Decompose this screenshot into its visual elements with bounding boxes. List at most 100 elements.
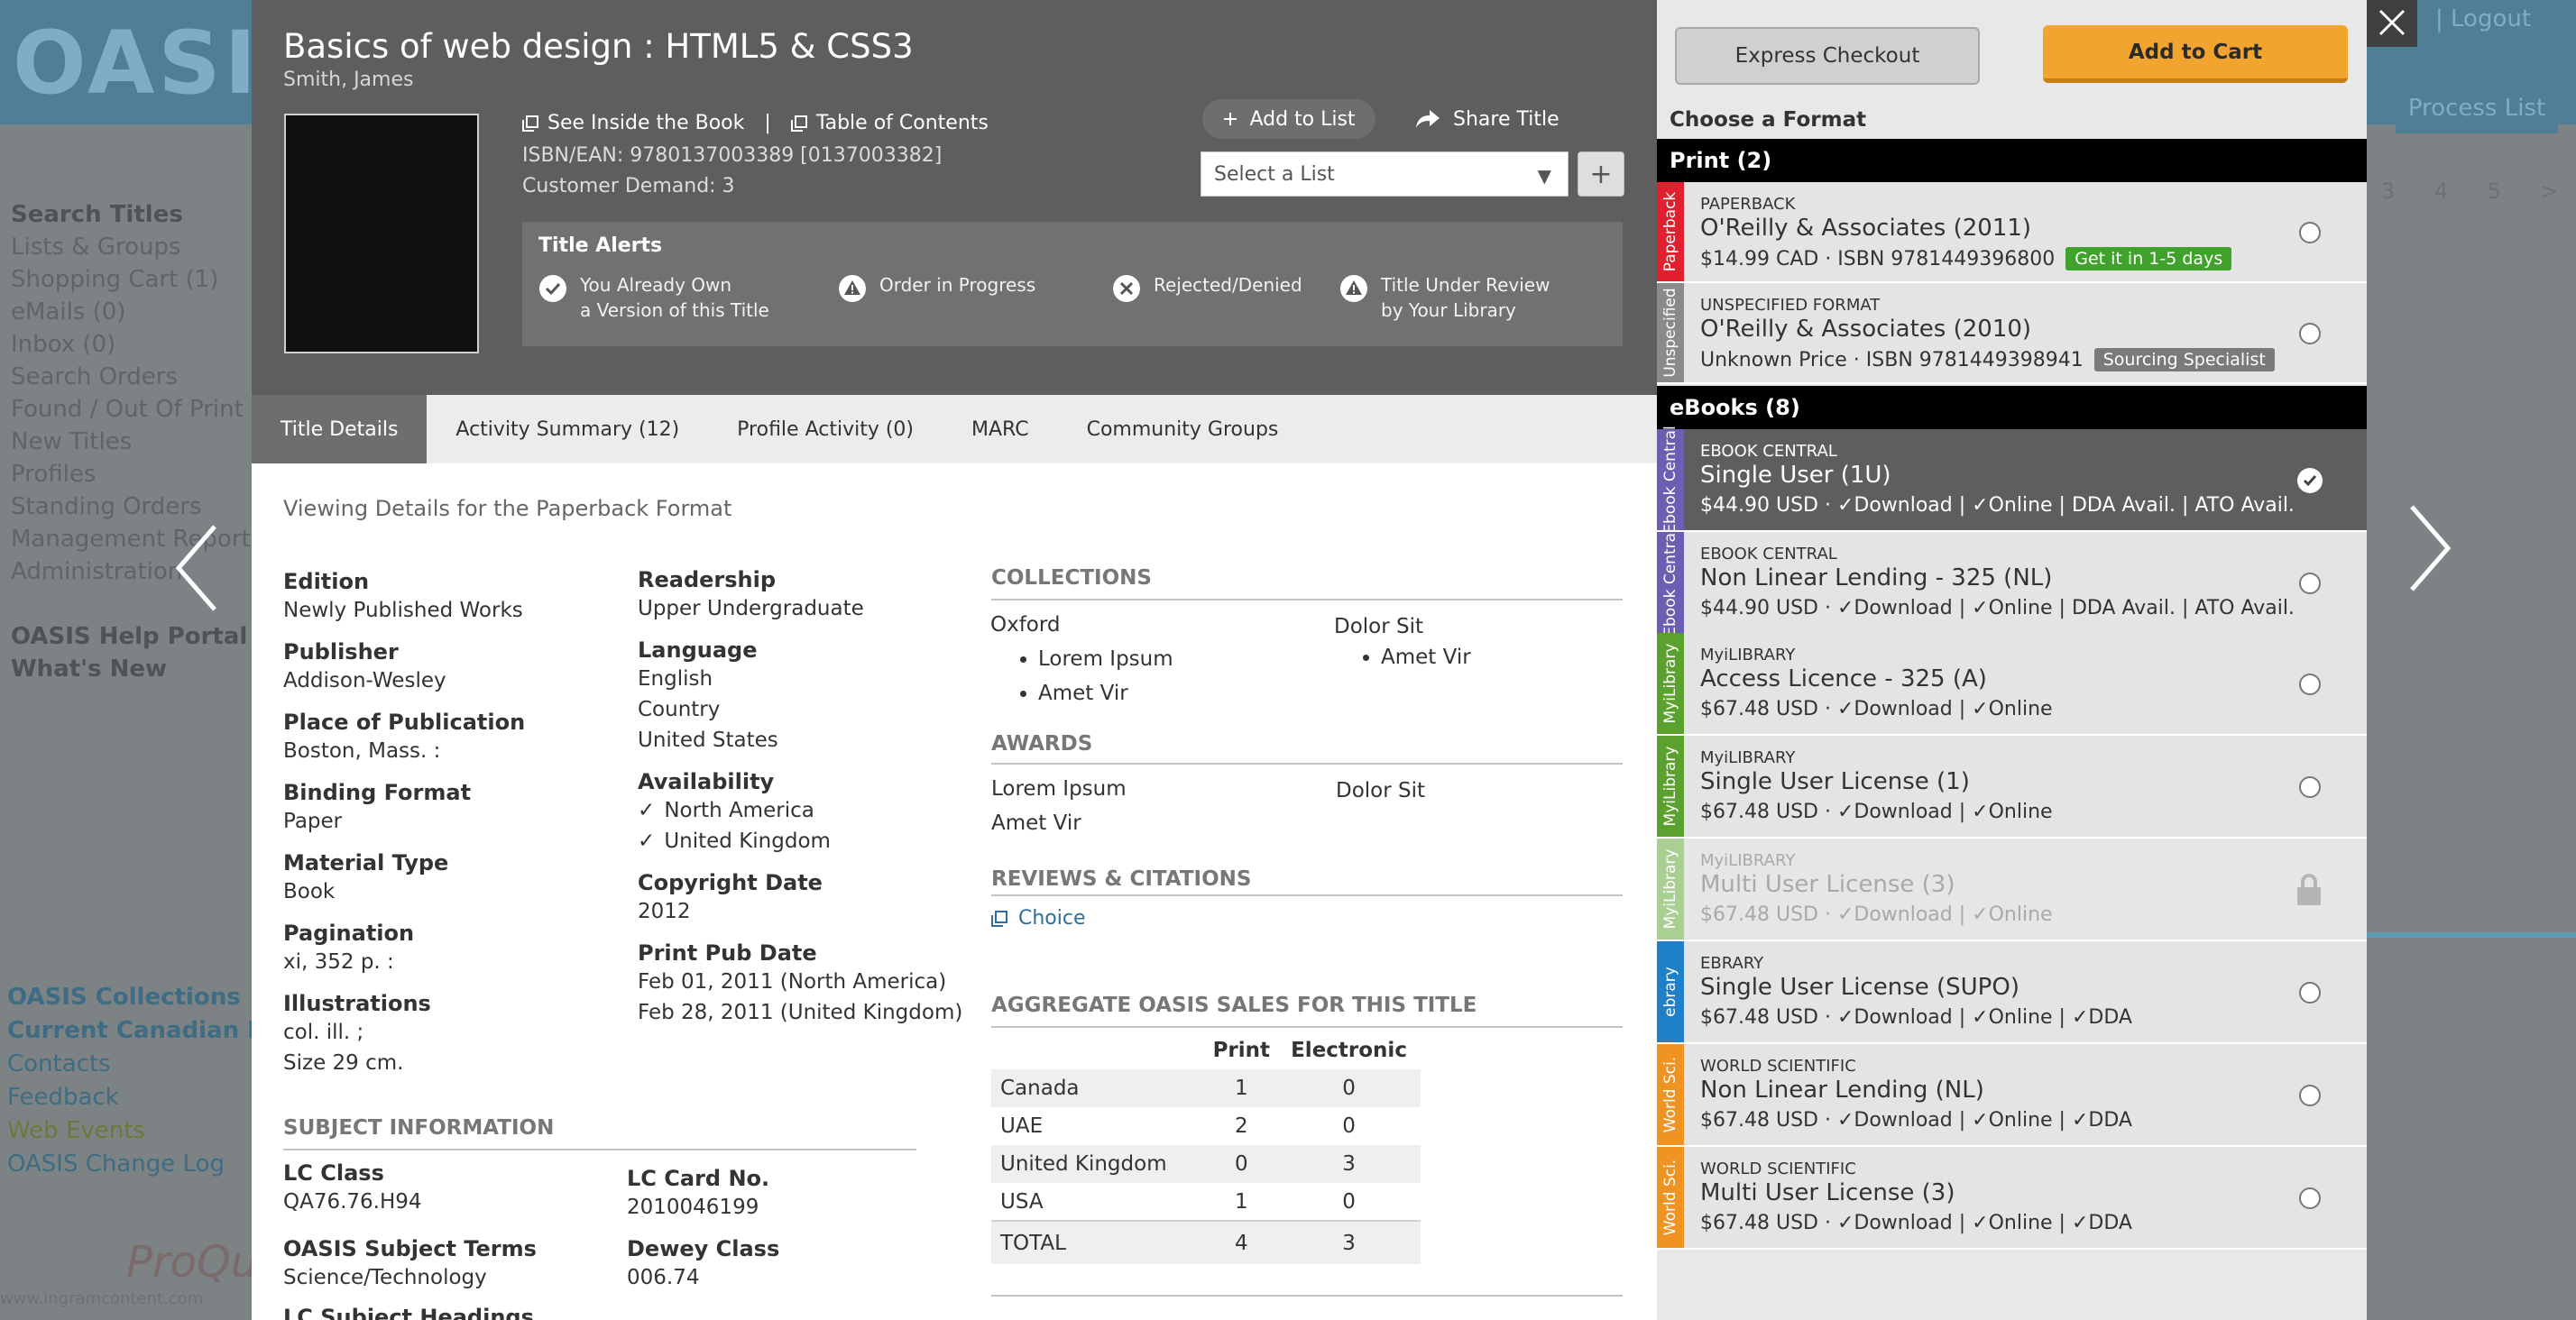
field-label: Print Pub Date xyxy=(638,940,817,966)
format-band-label: Ebook Central xyxy=(1661,528,1679,637)
alert-under-review: Title Under Review by Your Library xyxy=(1339,272,1550,323)
format-row[interactable]: MyiLibrary MyiLIBRARY Access Licence - 325… xyxy=(1657,633,2367,736)
close-modal-button[interactable] xyxy=(2367,0,2417,47)
selected-check-icon[interactable] xyxy=(2297,468,2323,493)
share-title-button[interactable]: Share Title xyxy=(1415,99,1559,139)
field-label: Dewey Class xyxy=(627,1236,780,1261)
x-circle-icon xyxy=(1113,275,1140,302)
choice-review-link[interactable]: Choice xyxy=(991,907,1086,930)
award-item: Lorem Ipsum xyxy=(991,777,1127,801)
cell-print: 1 xyxy=(1234,1189,1248,1214)
external-window-icon xyxy=(790,115,807,132)
alert-line: You Already Own xyxy=(580,274,732,296)
warning-triangle-icon xyxy=(839,275,866,302)
title-header: Basics of web design : HTML5 & CSS3 Smit… xyxy=(252,0,1657,395)
add-to-cart-button[interactable]: Add to Cart xyxy=(2043,25,2348,83)
format-row[interactable]: MyiLibrary MyiLIBRARY Single User License … xyxy=(1657,736,2367,839)
customer-demand: Customer Demand: 3 xyxy=(522,175,735,197)
field-label: LC Subject Headings xyxy=(283,1305,534,1320)
collection-title: Oxford xyxy=(990,613,1061,637)
format-price-row: $67.48 USD · ✓Download | ✓Online | ✓DDA xyxy=(1700,1212,2132,1234)
link-separator: | xyxy=(764,112,771,134)
title-alerts-panel: Title Alerts You Already Own a Version of… xyxy=(522,222,1623,346)
tab-community-groups[interactable]: Community Groups xyxy=(1086,417,1279,441)
tab-profile-activity[interactable]: Profile Activity (0) xyxy=(737,417,915,441)
format-radio[interactable] xyxy=(2299,222,2321,243)
express-checkout-button[interactable]: Express Checkout xyxy=(1675,27,1980,85)
tab-title-details[interactable]: Title Details xyxy=(252,395,428,463)
cell-print: 4 xyxy=(1205,1220,1278,1264)
format-row[interactable]: Ebook Central EBOOK CENTRAL Non Linear Len… xyxy=(1657,528,2367,637)
previous-title-arrow[interactable] xyxy=(173,523,227,613)
alert-line: a Version of this Title xyxy=(580,299,769,321)
bg-nav-item: Profiles xyxy=(11,461,97,488)
column-header: Electronic xyxy=(1291,1039,1407,1062)
table-of-contents-link[interactable]: Table of Contents xyxy=(790,112,989,134)
format-row[interactable]: Unspecified UNSPECIFIED FORMAT O'Reilly & … xyxy=(1657,283,2367,384)
next-title-arrow[interactable] xyxy=(2401,503,2455,593)
bg-footer-link: Contacts xyxy=(7,1050,111,1077)
format-price: $67.48 USD · ✓Download | ✓Online | ✓DDA xyxy=(1700,1109,2132,1132)
section-divider xyxy=(991,894,1623,896)
awards-heading: AWARDS xyxy=(991,732,1093,756)
format-row[interactable]: World Sci. WORLD SCIENTIFIC Non Linear Len… xyxy=(1657,1044,2367,1147)
field-label: Edition xyxy=(283,569,370,594)
format-row[interactable]: Paperback PAPERBACK O'Reilly & Associates … xyxy=(1657,182,2367,283)
alert-line: by Your Library xyxy=(1381,299,1516,321)
format-radio[interactable] xyxy=(2299,776,2321,798)
collection-list: Lorem Ipsum Amet Vir xyxy=(995,642,1173,710)
see-inside-link[interactable]: See Inside the Book xyxy=(522,112,744,134)
section-divider xyxy=(283,1149,916,1150)
add-to-list-button[interactable]: Add to List xyxy=(1202,99,1375,139)
tab-marc[interactable]: MARC xyxy=(971,417,1029,441)
field-label: OASIS Subject Terms xyxy=(283,1236,537,1261)
format-band-label: ebrary xyxy=(1661,967,1679,1017)
share-arrow-icon xyxy=(1416,110,1440,128)
format-license: Non Linear Lending - 325 (NL) xyxy=(1700,564,2053,591)
field-value: Newly Published Works xyxy=(283,599,523,622)
field-value: QA76.76.H94 xyxy=(283,1190,422,1214)
add-list-plus-button[interactable]: + xyxy=(1578,151,1624,197)
bg-footer-link: Current Canadian Re xyxy=(7,1017,281,1044)
toc-label: Table of Contents xyxy=(815,112,989,134)
book-author[interactable]: Smith, James xyxy=(283,69,414,91)
format-price-row: Unknown Price · ISBN 9781449398941 Sourci… xyxy=(1700,348,2275,371)
format-vendor: UNSPECIFIED FORMAT xyxy=(1700,296,1881,315)
format-band-label: MyiLibrary xyxy=(1661,746,1679,827)
tab-activity-summary[interactable]: Activity Summary (12) xyxy=(455,417,680,441)
format-price-row: $67.48 USD · ✓Download | ✓Online | ✓DDA xyxy=(1700,1006,2132,1029)
format-radio[interactable] xyxy=(2299,1187,2321,1209)
select-list-dropdown[interactable]: Select a List ▼ xyxy=(1201,151,1569,197)
isbn-ean: ISBN/EAN: 9780137003389 [0137003382] xyxy=(522,144,943,167)
format-price: $67.48 USD · ✓Download | ✓Online | ✓DDA xyxy=(1700,1006,2132,1029)
format-radio[interactable] xyxy=(2299,1085,2321,1106)
column-header xyxy=(991,1031,1206,1069)
format-radio[interactable] xyxy=(2299,573,2321,594)
format-radio[interactable] xyxy=(2299,674,2321,695)
field-label: Language xyxy=(638,637,758,663)
bg-nav-item: Inbox (0) xyxy=(11,331,116,358)
format-radio[interactable] xyxy=(2299,982,2321,1004)
field-value: Upper Undergraduate xyxy=(638,597,864,620)
field-label: Binding Format xyxy=(283,780,472,805)
format-price: $67.48 USD · ✓Download | ✓Online xyxy=(1700,903,2053,926)
format-color-band: MyiLibrary xyxy=(1657,736,1684,837)
format-price: $14.99 CAD · ISBN 9781449396800 xyxy=(1700,247,2056,270)
format-color-band: MyiLibrary xyxy=(1657,839,1684,940)
format-price-row: $44.90 USD · ✓Download | ✓Online | DDA A… xyxy=(1700,597,2295,619)
format-license: O'Reilly & Associates (2011) xyxy=(1700,215,2032,242)
cell-electronic: 3 xyxy=(1277,1145,1421,1183)
title-detail-modal: Basics of web design : HTML5 & CSS3 Smit… xyxy=(252,0,1657,1320)
field-value: xi, 352 p. : xyxy=(283,950,394,974)
format-row[interactable]: Ebook Central EBOOK CENTRAL Single User (1… xyxy=(1657,426,2367,534)
format-row[interactable]: ebrary EBRARY Single User License (SUPO) $6… xyxy=(1657,941,2367,1044)
format-vendor: MyiLIBRARY xyxy=(1700,748,1796,767)
format-license: Single User (1U) xyxy=(1700,462,1891,489)
format-radio[interactable] xyxy=(2299,323,2321,344)
field-label: LC Card No. xyxy=(627,1166,770,1191)
collections-heading: COLLECTIONS xyxy=(991,566,1152,590)
section-divider xyxy=(991,763,1623,765)
format-row[interactable]: World Sci. WORLD SCIENTIFIC Multi User Lic… xyxy=(1657,1147,2367,1250)
field-label: Availability xyxy=(638,769,775,794)
format-row: MyiLibrary MyiLIBRARY Multi User License (… xyxy=(1657,839,2367,941)
